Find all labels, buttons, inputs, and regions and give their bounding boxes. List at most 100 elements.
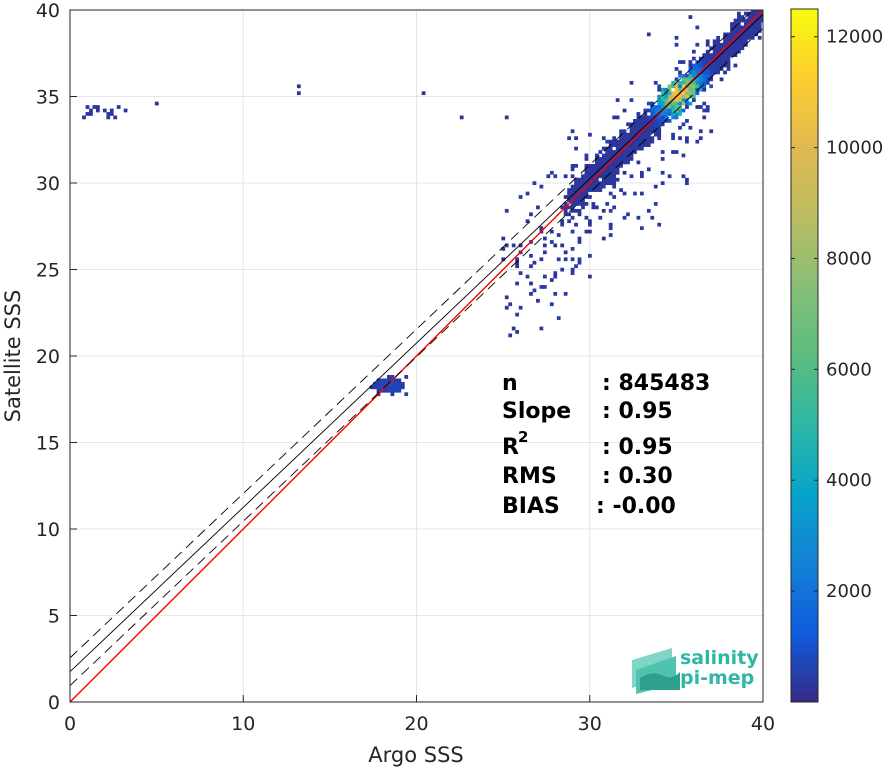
density-cell [730,35,734,40]
density-cell [574,264,578,269]
density-cell [615,167,620,172]
density-cell [650,129,655,134]
density-cell [657,129,662,134]
density-cell [376,388,381,393]
density-cell [601,208,606,213]
density-cell [594,160,599,165]
density-cell [688,91,693,96]
density-cell [643,118,648,123]
density-cell [581,184,585,189]
density-cell [698,87,703,92]
density-cell [633,146,637,151]
density-cell [712,63,717,68]
density-cell [737,15,741,19]
density-cell [750,25,755,30]
density-cell [594,170,599,175]
density-cell [698,105,703,109]
density-cell [387,378,391,383]
density-cell [518,271,523,275]
density-cell [674,67,679,71]
density-cell [730,49,734,54]
density-cell [549,278,554,282]
density-cell [646,115,651,120]
density-cell [740,18,745,23]
density-cell [719,77,724,82]
density-cell [681,174,686,179]
density-cell [612,163,617,168]
density-cell [529,291,533,296]
density-cell [723,42,727,47]
density-cell [598,184,603,189]
density-cell [553,174,558,179]
density-cell [698,80,703,85]
density-cell [542,250,547,255]
density-cell [529,264,533,269]
density-cell [674,35,679,40]
density-cell [639,136,644,141]
density-cell [615,139,620,144]
density-cell [622,136,627,141]
density-cell [598,167,603,172]
density-cell [633,129,637,134]
density-cell [719,46,724,51]
density-cell [664,87,669,92]
density-cell [646,101,651,106]
density-cell [577,240,582,244]
y-tick-label: 0 [48,692,60,714]
colorbar-tick-label: 6000 [826,359,872,380]
density-cell [681,77,686,82]
density-cell [705,60,710,64]
density-cell [622,170,627,175]
density-cell [754,22,759,26]
density-cell [712,49,717,54]
density-cell [89,108,93,113]
density-cell [705,49,710,54]
density-cell [691,56,696,61]
density-cell [726,53,731,58]
density-cell [626,132,630,137]
density-cell [653,202,658,206]
density-cell [653,132,658,137]
density-cell [588,222,592,227]
density-cell [702,80,707,85]
density-cell [643,129,648,134]
density-cell [702,101,707,106]
density-cell [504,305,509,310]
density-cell [671,84,675,89]
density-cell [685,80,689,85]
density-cell [650,105,655,109]
density-cell [695,80,700,85]
density-cell [539,184,544,189]
density-cell [678,84,682,89]
regression-fit-line [70,13,763,673]
density-cell [657,105,662,109]
density-cell [504,295,509,300]
density-cell [702,77,707,82]
density-cell [657,98,662,102]
density-cell [629,122,634,127]
density-cell [691,98,696,102]
density-cell [89,112,93,116]
density-cell [685,177,689,182]
density-cell [705,77,710,82]
density-cell [709,67,714,71]
density-cell [594,157,599,161]
density-cell [678,108,682,113]
density-cell [705,53,710,58]
density-cell [688,60,693,64]
density-cell [570,202,575,206]
density-cell [563,202,568,206]
density-cell [643,115,648,120]
density-cell [743,22,748,26]
density-cell [757,18,762,23]
density-cell [615,98,620,102]
density-cell [660,150,665,154]
density-cell [584,163,589,168]
density-cell [695,77,700,82]
density-cell [726,67,731,71]
density-cell [594,177,599,182]
density-cell [383,381,388,386]
density-cell [657,101,662,106]
density-cell [733,42,738,47]
density-cell [626,122,630,127]
